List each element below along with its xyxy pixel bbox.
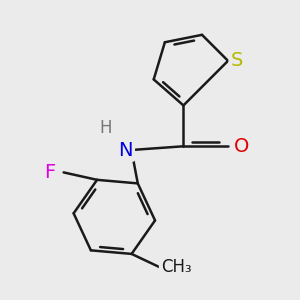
Text: H: H (99, 119, 112, 137)
Text: CH₃: CH₃ (161, 258, 191, 276)
Text: N: N (118, 140, 133, 160)
Text: S: S (231, 51, 243, 70)
Text: O: O (234, 137, 249, 156)
Text: F: F (45, 163, 56, 182)
